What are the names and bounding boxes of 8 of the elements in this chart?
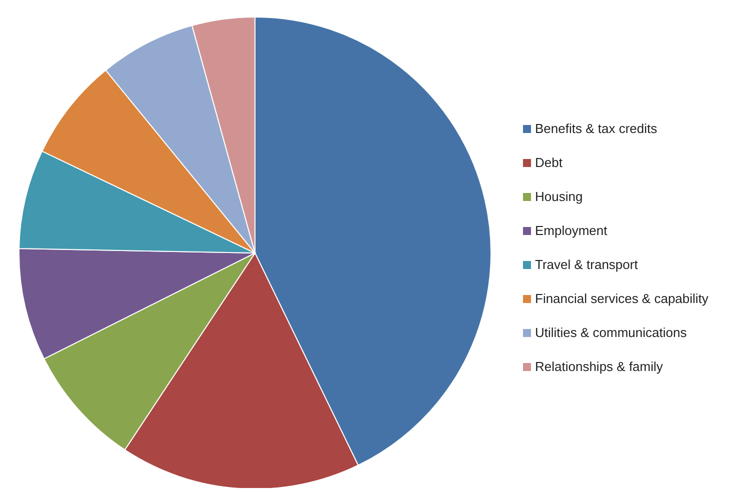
legend-label: Travel & transport	[535, 256, 638, 274]
legend-label: Benefits & tax credits	[535, 120, 658, 138]
legend-label: Debt	[535, 154, 562, 172]
legend-label: Utilities & communications	[535, 324, 687, 342]
legend-label: Relationships & family	[535, 358, 663, 376]
legend-label: Financial services & capability	[535, 290, 708, 308]
legend-label: Employment	[535, 222, 608, 240]
legend-label: Housing	[535, 188, 583, 206]
